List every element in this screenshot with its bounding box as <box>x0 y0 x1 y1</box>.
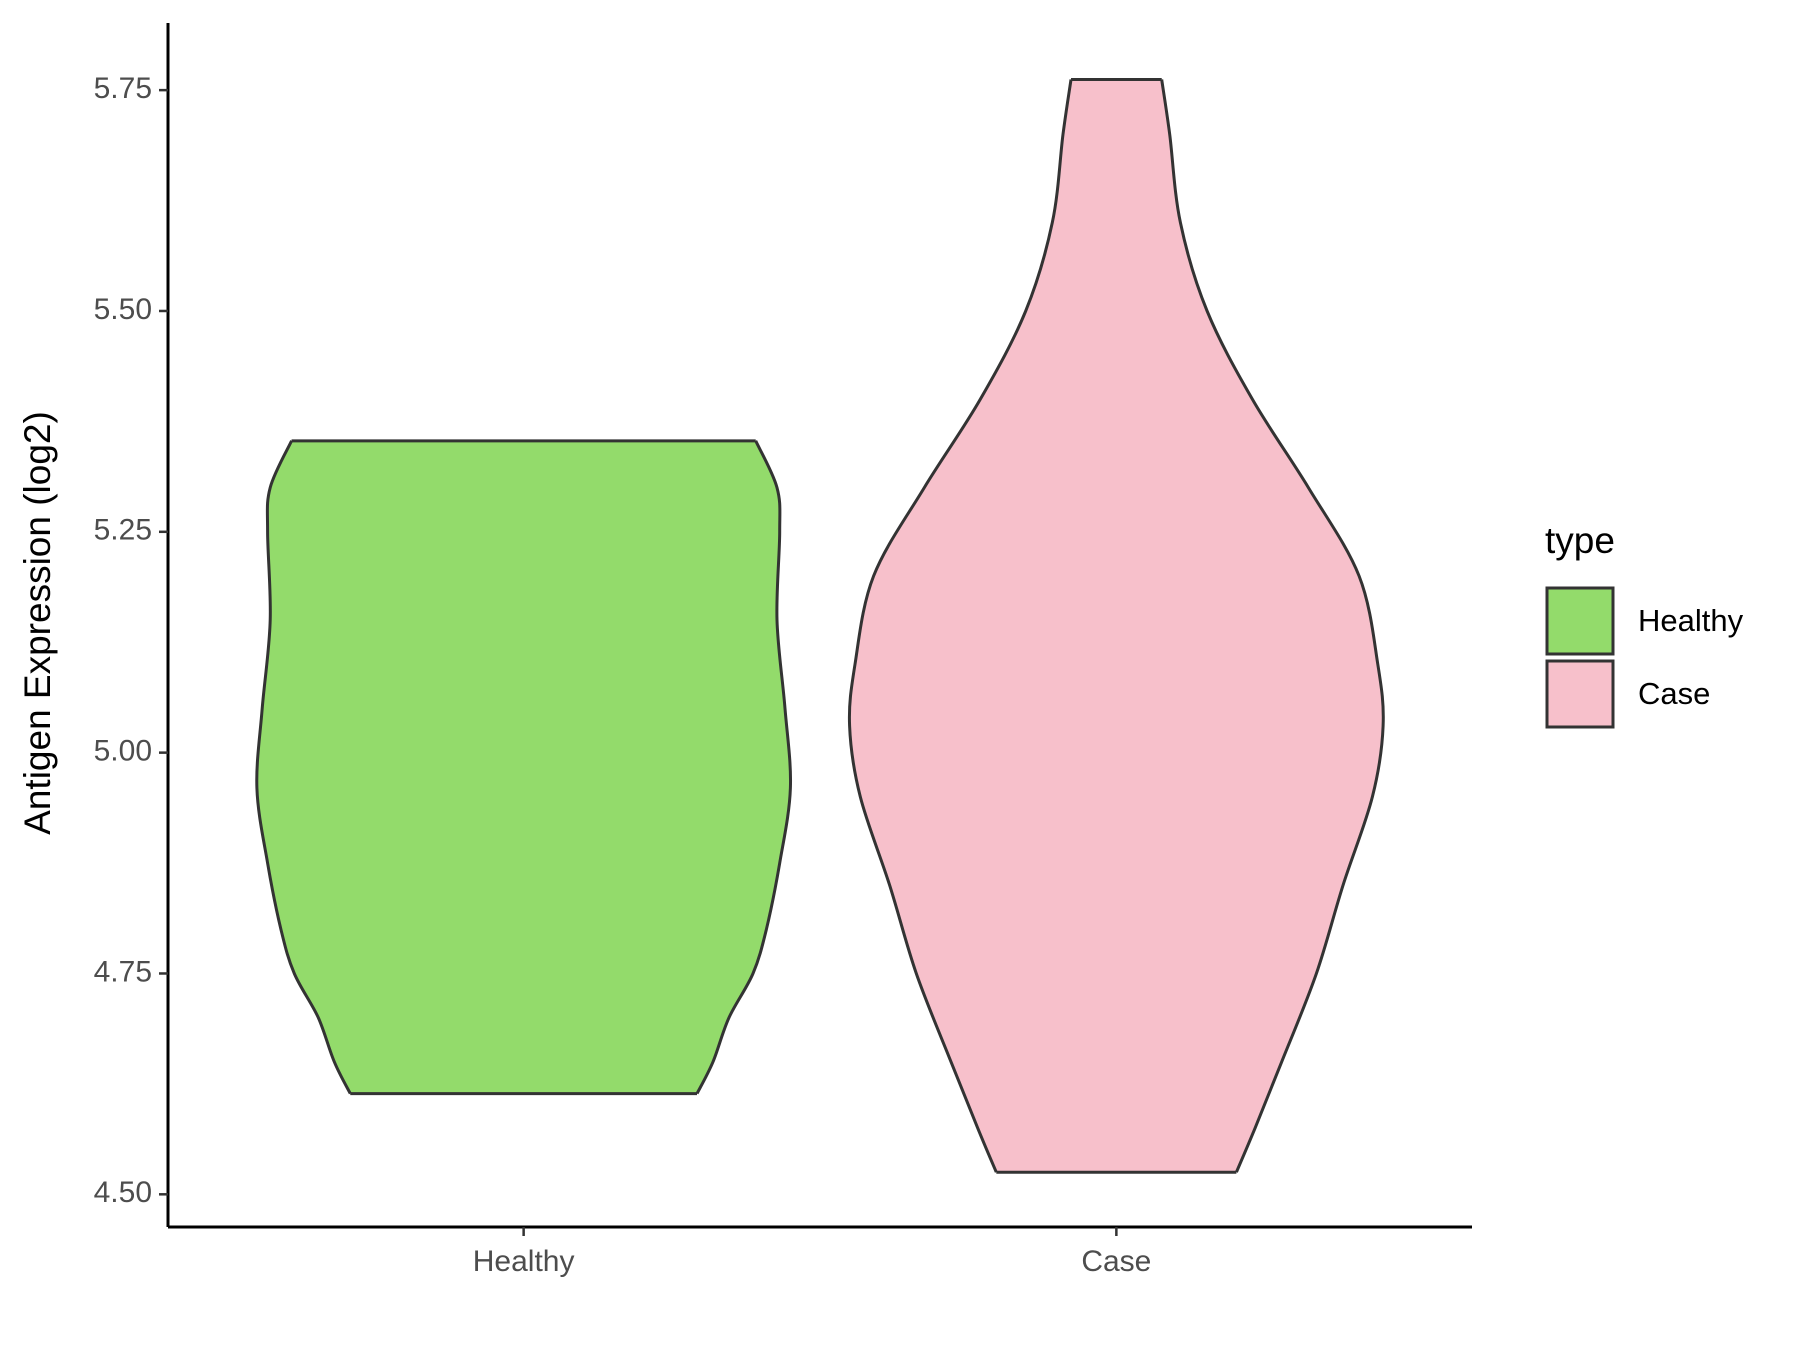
violin-outline <box>847 79 1073 1173</box>
y-tick-label: 5.75 <box>94 72 152 105</box>
legend-label: Healthy <box>1638 603 1744 638</box>
y-axis-title: Antigen Expression (log2) <box>17 411 58 835</box>
x-tick-label: Case <box>1081 1245 1151 1278</box>
y-tick-label: 5.50 <box>94 293 152 326</box>
legend-label: Case <box>1638 676 1710 711</box>
violin-outline <box>695 440 793 1095</box>
y-tick-label: 5.25 <box>94 514 152 547</box>
legend-key <box>1545 586 1615 656</box>
y-tick-label: 4.75 <box>94 955 152 988</box>
violin-body <box>849 79 1384 1173</box>
y-tick-label: 5.00 <box>94 735 152 768</box>
violin-outline <box>1160 79 1385 1173</box>
legend-key <box>1545 659 1615 729</box>
violin-body <box>256 440 791 1094</box>
violin-outline <box>255 440 352 1095</box>
x-tick-label: Healthy <box>473 1245 575 1278</box>
y-tick-label: 4.50 <box>94 1176 152 1209</box>
legend-title: type <box>1545 520 1615 561</box>
